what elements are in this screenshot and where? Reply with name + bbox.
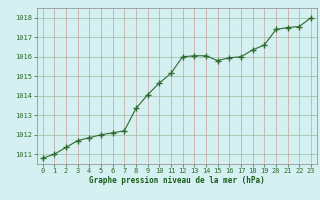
X-axis label: Graphe pression niveau de la mer (hPa): Graphe pression niveau de la mer (hPa) — [89, 176, 265, 185]
